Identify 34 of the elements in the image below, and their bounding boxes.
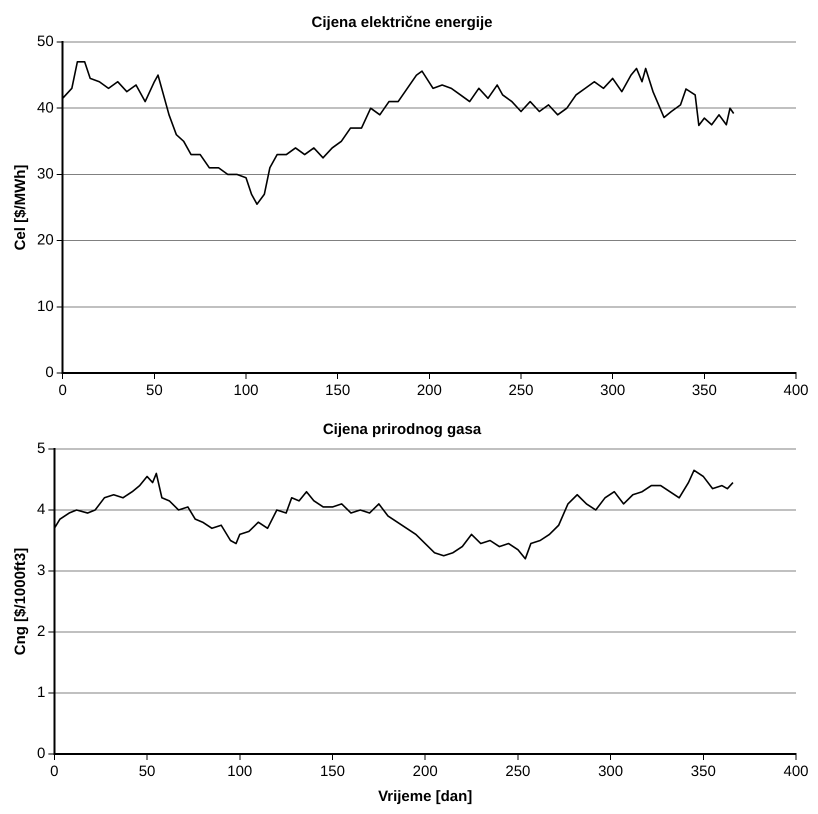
- y-tick-label: 0: [37, 745, 46, 762]
- x-tick-label: 200: [412, 763, 438, 780]
- x-tick-label: 150: [320, 763, 345, 780]
- x-tick-label: 300: [600, 382, 626, 400]
- x-tick-label: 250: [505, 763, 530, 780]
- y-tick-label: 10: [36, 298, 54, 315]
- x-tick-label: 50: [146, 382, 163, 400]
- x-tick-label: 350: [690, 763, 716, 780]
- y-tick-label: 2: [37, 623, 46, 640]
- y-tick-label: 20: [36, 232, 54, 249]
- y-tick-label: 0: [45, 364, 54, 382]
- x-tick-label: 200: [416, 382, 442, 400]
- chart-title: Cijena električne energije: [312, 14, 492, 32]
- x-tick-label: 300: [598, 763, 624, 780]
- x-tick-label: 150: [325, 382, 350, 400]
- x-tick-label: 400: [783, 763, 809, 780]
- y-tick-label: 3: [37, 562, 46, 580]
- x-tick-label: 400: [783, 382, 809, 400]
- x-tick-label: 350: [692, 382, 717, 400]
- y-tick-label: 1: [37, 684, 46, 702]
- x-axis-title: Vrijeme [dan]: [378, 788, 472, 806]
- x-tick-label: 50: [138, 763, 156, 780]
- y-tick-label: 5: [37, 440, 46, 458]
- y-tick-label: 4: [37, 501, 46, 518]
- chart-title: Cijena prirodnog gasa: [322, 421, 482, 438]
- y-tick-label: 40: [36, 99, 54, 116]
- x-tick-label: 100: [227, 763, 252, 780]
- x-tick-label: 250: [508, 382, 534, 400]
- y-tick-label: 30: [36, 166, 54, 183]
- x-tick-label: 0: [58, 382, 67, 400]
- y-axis-title: Cng [$/1000ft3]: [12, 548, 30, 656]
- x-tick-label: 100: [234, 382, 259, 400]
- y-axis-title: Cel [$/MWh]: [12, 164, 30, 250]
- y-tick-label: 50: [36, 33, 54, 50]
